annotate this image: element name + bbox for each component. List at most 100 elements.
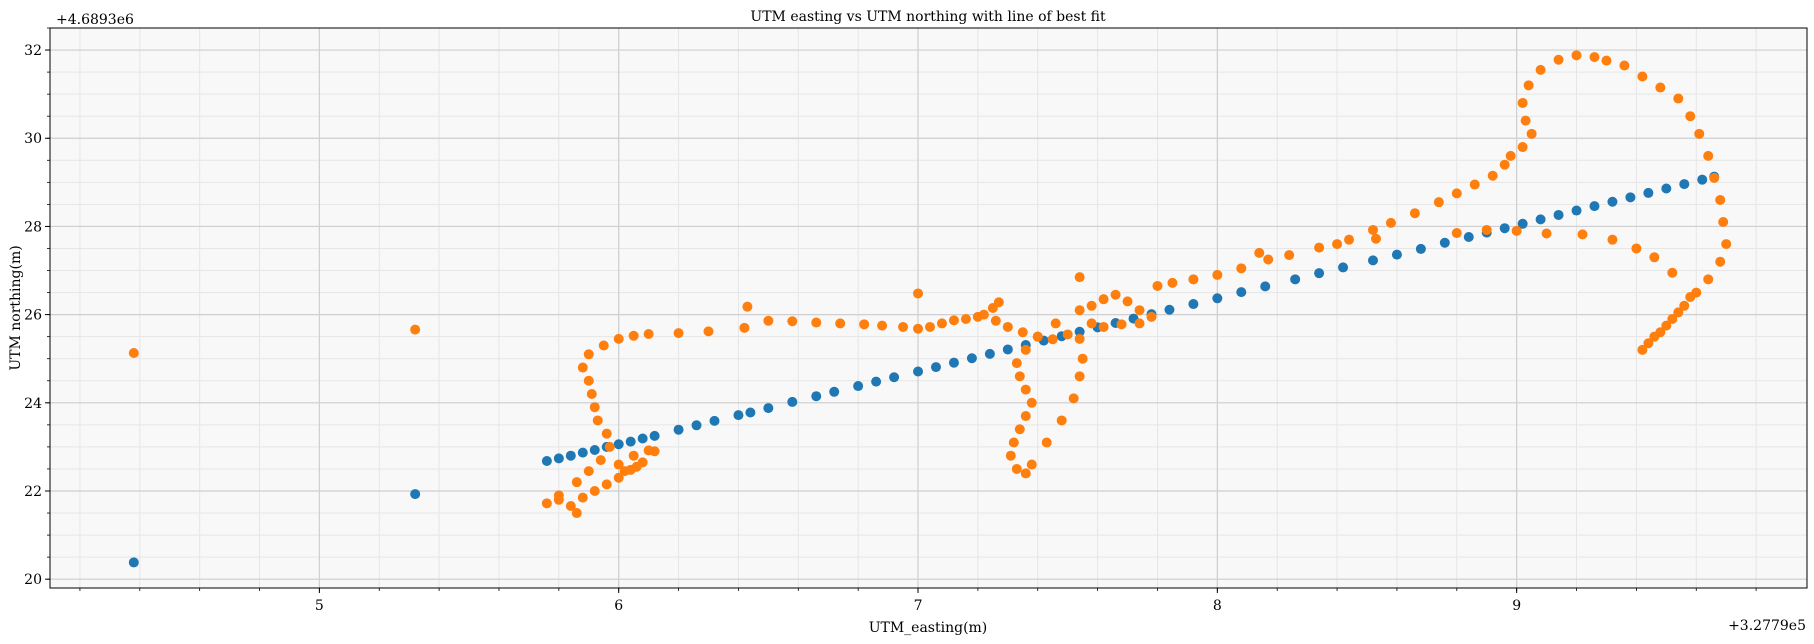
data-point [586,388,597,399]
data-point [1715,256,1726,267]
fit-point [1188,299,1199,310]
data-point [1146,311,1157,322]
data-point [898,321,909,332]
data-point [1062,329,1073,340]
y-axis-ticks: 20 22 24 26 28 30 32 [24,27,50,588]
x-tick-label: 6 [614,598,623,614]
data-point [1679,300,1690,311]
data-point [583,349,594,360]
fit-point [1212,293,1223,304]
fit-point [709,415,720,426]
data-point [1481,224,1492,235]
fit-point [733,410,744,421]
y-tick-label: 24 [24,396,42,412]
data-point [1011,358,1022,369]
fit-point [565,450,576,461]
fit-point [966,353,977,364]
fit-point [1661,183,1672,194]
data-point [1685,111,1696,122]
fit-point [1643,187,1654,198]
data-point [628,330,639,341]
data-point [1020,411,1031,422]
data-point [604,441,615,452]
data-point [1520,115,1531,126]
data-point [1344,234,1355,245]
data-point [1014,424,1025,435]
y-tick-label: 28 [24,219,42,235]
data-point [811,317,822,328]
fit-point [1535,214,1546,225]
data-point [1314,242,1325,253]
data-point [1086,318,1097,329]
data-point [589,485,600,496]
data-point [1505,150,1516,161]
fit-point [1290,274,1301,285]
y-tick-label: 30 [24,131,42,147]
data-point [936,318,947,329]
data-point [1002,321,1013,332]
fit-point [553,453,564,464]
data-point [1685,291,1696,302]
data-point [577,492,588,503]
data-point [1718,217,1729,228]
data-point [598,340,609,351]
data-point [1703,150,1714,161]
fit-point [1625,192,1636,203]
data-point [1433,197,1444,208]
data-point [1263,254,1274,265]
data-point [613,333,624,344]
data-point [1020,468,1031,479]
data-point [601,479,612,490]
y-axis-label: UTM northing(m) [8,245,24,370]
data-point [1577,229,1588,240]
data-point [924,321,935,332]
fit-point [1571,205,1582,216]
data-point [1667,314,1678,325]
data-point [993,297,1004,308]
data-point [1074,333,1085,344]
fit-point [1236,287,1247,298]
fit-point [637,433,648,444]
data-point [1056,415,1067,426]
data-point [1526,128,1537,139]
data-point [1110,289,1121,300]
data-point [1667,267,1678,278]
data-point [1074,272,1085,283]
data-point [948,315,959,326]
data-point [1332,239,1343,250]
data-point [613,472,624,483]
fit-point [984,348,995,359]
fit-point [1260,281,1271,292]
fit-point [871,376,882,387]
data-point [1709,172,1720,183]
fit-point [410,489,421,500]
fit-point [1314,268,1325,279]
data-point [1694,128,1705,139]
data-point [128,347,139,358]
data-point [739,322,750,333]
fit-point [889,372,900,383]
data-point [835,318,846,329]
fit-point [1164,304,1175,315]
data-point [1511,225,1522,236]
data-point [1541,228,1552,239]
data-point [1284,250,1295,261]
data-point [1026,459,1037,470]
data-point [1469,179,1480,190]
fit-point [691,420,702,431]
data-point [1517,97,1528,108]
data-point [571,508,582,519]
data-point [1074,371,1085,382]
data-point [1535,64,1546,75]
data-point [1601,55,1612,66]
data-point [1619,60,1630,71]
data-point [1050,318,1061,329]
x-axis-label: UTM_easting(m) [869,620,988,636]
data-point [1487,170,1498,181]
fit-point [625,436,636,447]
fit-point [930,362,941,373]
x-tick-label: 9 [1512,598,1521,614]
fit-point [1391,249,1402,260]
data-point [1637,344,1648,355]
data-point [1212,269,1223,280]
